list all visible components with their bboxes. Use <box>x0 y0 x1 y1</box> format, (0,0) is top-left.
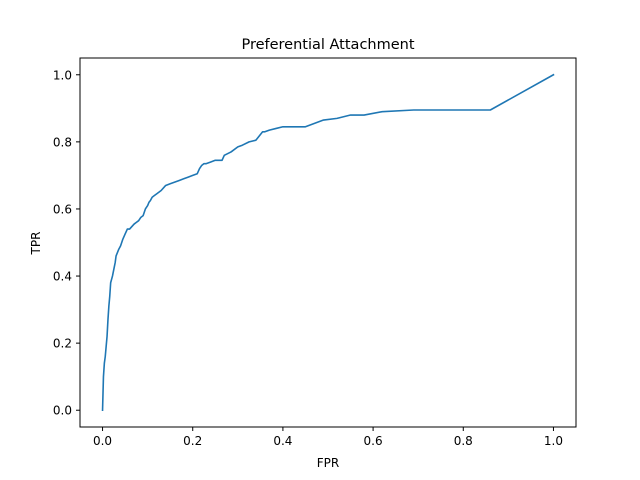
x-tick-label: 1.0 <box>544 434 563 448</box>
x-tick-label: 0.4 <box>273 434 292 448</box>
y-tick-label: 0.0 <box>53 404 72 418</box>
axes-frame <box>79 57 577 428</box>
x-tick-label: 0.6 <box>364 434 383 448</box>
chart-title: Preferential Attachment <box>241 37 414 53</box>
y-tick-label: 0.6 <box>53 202 72 216</box>
y-axis-label: TPR <box>29 232 43 256</box>
x-tick-label: 0.2 <box>183 434 202 448</box>
roc-curve-line <box>101 73 555 412</box>
plot-area: 0.0 0.2 0.4 0.6 0.8 1.0 0.0 0.2 0.4 0.6 0.8 1.0 <box>53 57 577 448</box>
x-axis-label: FPR <box>317 456 339 470</box>
y-tick-label: 0.8 <box>53 135 72 149</box>
x-tick-label: 0.8 <box>454 434 473 448</box>
y-tick-label: 1.0 <box>53 68 72 82</box>
y-tick-label: 0.2 <box>53 337 72 351</box>
y-tick-label: 0.4 <box>53 270 72 284</box>
x-tick-label: 0.0 <box>93 434 112 448</box>
